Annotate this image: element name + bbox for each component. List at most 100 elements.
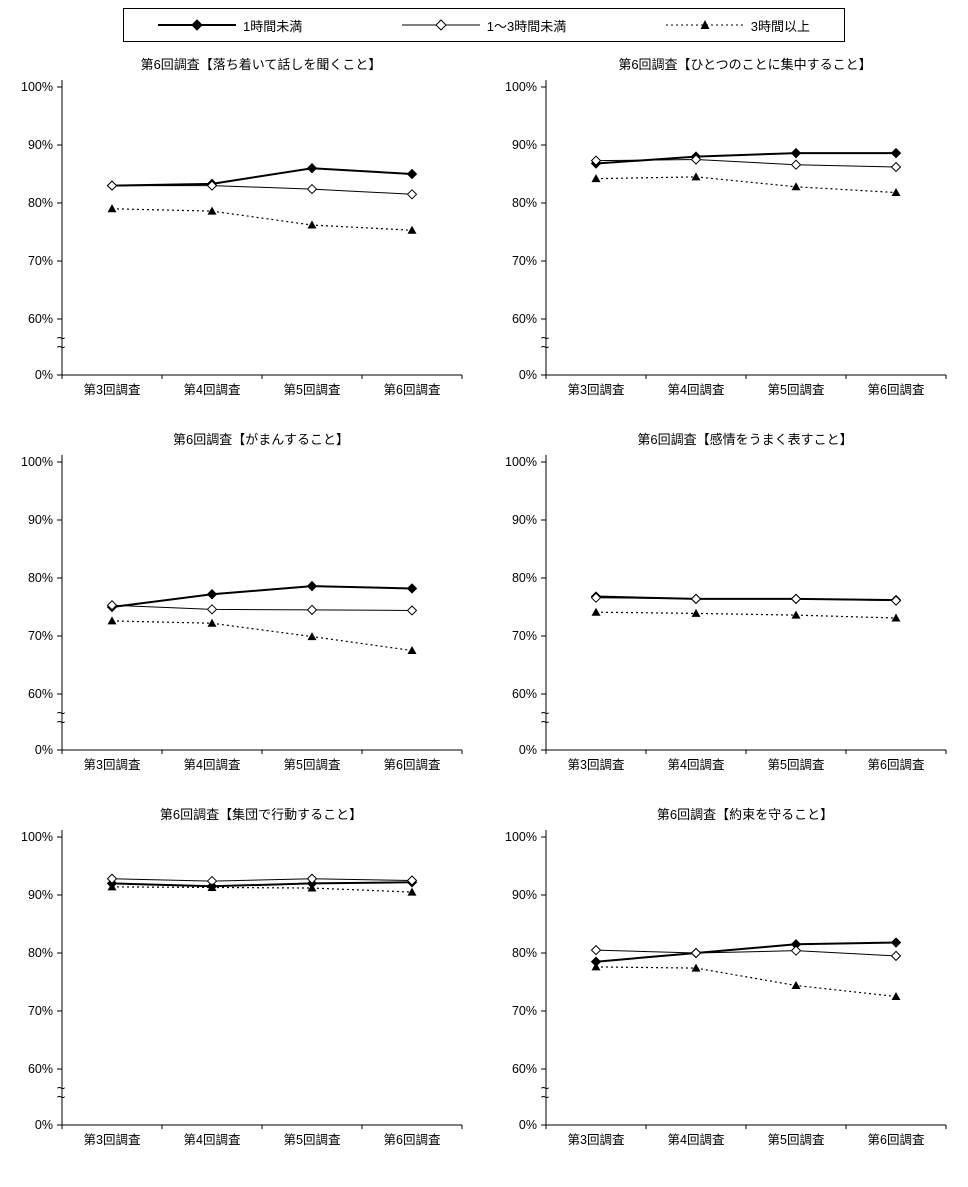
svg-text:第6回調査: 第6回調査 — [384, 383, 441, 397]
svg-text:60%: 60% — [28, 1062, 53, 1076]
svg-text:第4回調査: 第4回調査 — [668, 758, 725, 772]
svg-text:100%: 100% — [505, 455, 537, 469]
svg-text:~: ~ — [541, 705, 550, 722]
svg-text:70%: 70% — [512, 629, 537, 643]
svg-text:~: ~ — [57, 330, 66, 347]
svg-text:~: ~ — [57, 1089, 66, 1106]
svg-text:70%: 70% — [512, 254, 537, 268]
chart-cell-patience: 第6回調査【がまんすること】 100% 90% 80% 70% 60% 0% ~ ~ 第3回調査… — [0, 419, 484, 794]
page: { "legend": { "items": [ {"label": "1時間未… — [0, 8, 968, 1187]
svg-text:100%: 100% — [21, 80, 53, 94]
svg-text:100%: 100% — [505, 830, 537, 844]
svg-text:第6回調査: 第6回調査 — [868, 1133, 925, 1147]
legend-label-under-1h: 1時間未満 — [243, 18, 303, 34]
svg-text:第4回調査: 第4回調査 — [184, 758, 241, 772]
legend-item-1-to-3h: 1〜3時間未満 — [401, 16, 567, 35]
chart-cell-concentration: 第6回調査【ひとつのことに集中すること】 100% 90% 80% 70% 60% 0% ~… — [484, 44, 968, 419]
line-chart-emotion: 100% 90% 80% 70% 60% 0% ~~ 第3回調査 第4回調査 第5回調査 第6回調査 — [505, 455, 947, 772]
svg-text:第5回調査: 第5回調査 — [284, 383, 341, 397]
svg-text:~: ~ — [57, 339, 66, 356]
svg-text:80%: 80% — [28, 196, 53, 210]
svg-text:0%: 0% — [519, 368, 537, 382]
svg-text:90%: 90% — [512, 513, 537, 527]
svg-text:第3回調査: 第3回調査 — [84, 383, 141, 397]
chart-title: 第6回調査【感情をうまく表すこと】 — [637, 432, 853, 447]
svg-text:第3回調査: 第3回調査 — [84, 758, 141, 772]
svg-text:第3回調査: 第3回調査 — [84, 1133, 141, 1147]
line-chart-promises: 100% 90% 80% 70% 60% 0% ~~ 第3回調査 第4回調査 第5回調査 第6回調査 — [505, 830, 947, 1147]
svg-text:第4回調査: 第4回調査 — [668, 383, 725, 397]
svg-text:~: ~ — [541, 339, 550, 356]
svg-text:70%: 70% — [512, 1004, 537, 1018]
svg-text:80%: 80% — [28, 571, 53, 585]
svg-text:第3回調査: 第3回調査 — [568, 1133, 625, 1147]
charts-grid: 第6回調査【落ち着いて話しを聞くこと】 100% 90% 80% 70% 60% 0% ~ ~… — [0, 44, 968, 1169]
svg-text:80%: 80% — [28, 946, 53, 960]
svg-text:60%: 60% — [28, 687, 53, 701]
line-chart-patience: 100% 90% 80% 70% 60% 0% ~~ 第3回調査 第4回調査 第5回調査 第6回調査 — [21, 455, 463, 772]
chart-title: 第6回調査【がまんすること】 — [173, 432, 349, 447]
svg-text:90%: 90% — [28, 888, 53, 902]
svg-text:第5回調査: 第5回調査 — [768, 758, 825, 772]
svg-text:60%: 60% — [512, 1062, 537, 1076]
svg-text:60%: 60% — [512, 312, 537, 326]
svg-text:70%: 70% — [28, 1004, 53, 1018]
svg-text:第5回調査: 第5回調査 — [768, 1133, 825, 1147]
svg-text:~: ~ — [541, 714, 550, 731]
svg-text:60%: 60% — [28, 312, 53, 326]
filled-triangle-dotted-line-icon — [665, 20, 744, 29]
svg-text:~: ~ — [57, 1080, 66, 1097]
svg-text:70%: 70% — [28, 254, 53, 268]
svg-text:第5回調査: 第5回調査 — [768, 383, 825, 397]
svg-text:90%: 90% — [28, 138, 53, 152]
chart-title: 第6回調査【集団で行動すること】 — [159, 807, 363, 822]
chart-title: 第6回調査【落ち着いて話しを聞くこと】 — [140, 57, 382, 72]
chart-cell-emotion: 第6回調査【感情をうまく表すこと】 100% 90% 80% 70% 60% 0% ~ ~ 第3… — [484, 419, 968, 794]
svg-text:第5回調査: 第5回調査 — [284, 1133, 341, 1147]
svg-text:0%: 0% — [35, 368, 53, 382]
svg-text:100%: 100% — [505, 80, 537, 94]
svg-text:80%: 80% — [512, 196, 537, 210]
legend-item-under-1h: 1時間未満 — [158, 16, 302, 35]
svg-text:~: ~ — [541, 1089, 550, 1106]
svg-text:第6回調査: 第6回調査 — [868, 758, 925, 772]
svg-text:70%: 70% — [28, 629, 53, 643]
legend-item-over-3h: 3時間以上 — [665, 16, 810, 35]
svg-text:100%: 100% — [21, 455, 53, 469]
svg-text:~: ~ — [541, 1080, 550, 1097]
legend-label-1-to-3h: 1〜3時間未満 — [486, 18, 567, 34]
chart-title: 第6回調査【約束を守ること】 — [656, 807, 834, 822]
svg-text:~: ~ — [57, 714, 66, 731]
open-diamond-line-icon — [401, 19, 480, 31]
chart-title: 第6回調査【ひとつのことに集中すること】 — [618, 57, 872, 72]
svg-text:第6回調査: 第6回調査 — [868, 383, 925, 397]
svg-text:~: ~ — [57, 705, 66, 722]
svg-text:90%: 90% — [512, 888, 537, 902]
svg-text:0%: 0% — [519, 743, 537, 757]
line-chart-listening: 100% 90% 80% 70% 60% 0% ~~ 第3回調査 第4回調査 第5回調査 第6回調査 — [21, 80, 463, 397]
svg-text:第6回調査: 第6回調査 — [384, 1133, 441, 1147]
line-chart-group-action: 100% 90% 80% 70% 60% 0% ~~ 第3回調査 第4回調査 第5回調査 第6回調査 — [21, 830, 463, 1147]
svg-text:第3回調査: 第3回調査 — [568, 383, 625, 397]
svg-text:100%: 100% — [21, 830, 53, 844]
chart-cell-listening: 第6回調査【落ち着いて話しを聞くこと】 100% 90% 80% 70% 60% 0% ~ ~… — [0, 44, 484, 419]
svg-text:第3回調査: 第3回調査 — [568, 758, 625, 772]
svg-text:第6回調査: 第6回調査 — [384, 758, 441, 772]
svg-text:~: ~ — [541, 330, 550, 347]
filled-diamond-line-icon — [158, 19, 236, 31]
chart-legend: 1時間未満 1〜3時間未満 3時間以上 — [123, 8, 845, 42]
svg-text:90%: 90% — [28, 513, 53, 527]
chart-cell-promises: 第6回調査【約束を守ること】 100% 90% 80% 70% 60% 0% ~ ~ 第3回調査… — [484, 794, 968, 1169]
svg-text:0%: 0% — [519, 1118, 537, 1132]
svg-text:90%: 90% — [512, 138, 537, 152]
svg-text:第5回調査: 第5回調査 — [284, 758, 341, 772]
legend-label-over-3h: 3時間以上 — [750, 18, 810, 34]
svg-text:0%: 0% — [35, 743, 53, 757]
svg-text:60%: 60% — [512, 687, 537, 701]
svg-text:第4回調査: 第4回調査 — [184, 1133, 241, 1147]
svg-text:第4回調査: 第4回調査 — [184, 383, 241, 397]
svg-text:80%: 80% — [512, 571, 537, 585]
chart-cell-group-action: 第6回調査【集団で行動すること】 100% 90% 80% 70% 60% 0% ~ ~ 第3回… — [0, 794, 484, 1169]
svg-text:80%: 80% — [512, 946, 537, 960]
line-chart-concentration: 100% 90% 80% 70% 60% 0% ~~ 第3回調査 第4回調査 第5回調査 第6回調査 — [505, 80, 947, 397]
